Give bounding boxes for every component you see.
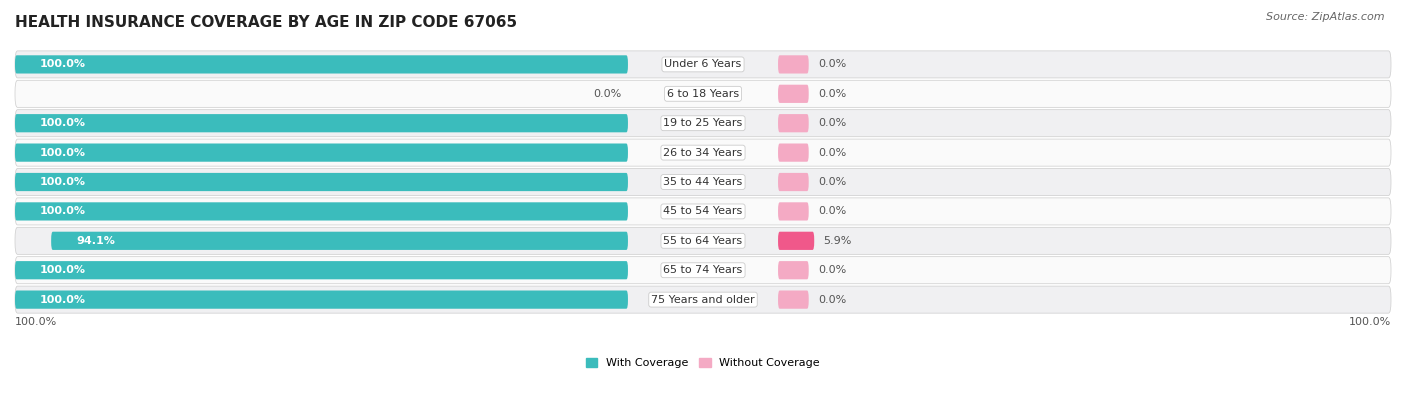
FancyBboxPatch shape bbox=[15, 168, 1391, 195]
FancyBboxPatch shape bbox=[15, 144, 628, 162]
FancyBboxPatch shape bbox=[778, 202, 808, 220]
Text: HEALTH INSURANCE COVERAGE BY AGE IN ZIP CODE 67065: HEALTH INSURANCE COVERAGE BY AGE IN ZIP … bbox=[15, 15, 517, 30]
Text: 100.0%: 100.0% bbox=[39, 148, 86, 158]
FancyBboxPatch shape bbox=[778, 85, 808, 103]
Text: 19 to 25 Years: 19 to 25 Years bbox=[664, 118, 742, 128]
FancyBboxPatch shape bbox=[15, 51, 1391, 78]
FancyBboxPatch shape bbox=[15, 227, 1391, 254]
Text: 0.0%: 0.0% bbox=[818, 206, 846, 216]
Legend: With Coverage, Without Coverage: With Coverage, Without Coverage bbox=[586, 358, 820, 369]
FancyBboxPatch shape bbox=[778, 232, 814, 250]
FancyBboxPatch shape bbox=[15, 198, 1391, 225]
FancyBboxPatch shape bbox=[51, 232, 628, 250]
FancyBboxPatch shape bbox=[778, 261, 808, 279]
Text: 100.0%: 100.0% bbox=[39, 206, 86, 216]
Text: 100.0%: 100.0% bbox=[39, 118, 86, 128]
Text: 100.0%: 100.0% bbox=[39, 265, 86, 275]
FancyBboxPatch shape bbox=[15, 290, 628, 309]
FancyBboxPatch shape bbox=[15, 261, 628, 279]
Text: 94.1%: 94.1% bbox=[76, 236, 115, 246]
FancyBboxPatch shape bbox=[778, 144, 808, 162]
FancyBboxPatch shape bbox=[778, 173, 808, 191]
Text: 100.0%: 100.0% bbox=[15, 317, 58, 327]
Text: 45 to 54 Years: 45 to 54 Years bbox=[664, 206, 742, 216]
FancyBboxPatch shape bbox=[15, 80, 1391, 107]
Text: 75 Years and older: 75 Years and older bbox=[651, 295, 755, 305]
FancyBboxPatch shape bbox=[15, 55, 628, 73]
Text: Under 6 Years: Under 6 Years bbox=[665, 59, 741, 69]
Text: 100.0%: 100.0% bbox=[39, 59, 86, 69]
Text: 55 to 64 Years: 55 to 64 Years bbox=[664, 236, 742, 246]
Text: 0.0%: 0.0% bbox=[818, 265, 846, 275]
Text: 0.0%: 0.0% bbox=[818, 295, 846, 305]
Text: 65 to 74 Years: 65 to 74 Years bbox=[664, 265, 742, 275]
FancyBboxPatch shape bbox=[15, 139, 1391, 166]
FancyBboxPatch shape bbox=[15, 257, 1391, 284]
Text: 5.9%: 5.9% bbox=[824, 236, 852, 246]
Text: 0.0%: 0.0% bbox=[818, 118, 846, 128]
Text: 100.0%: 100.0% bbox=[39, 295, 86, 305]
FancyBboxPatch shape bbox=[15, 286, 1391, 313]
Text: 100.0%: 100.0% bbox=[1348, 317, 1391, 327]
Text: 26 to 34 Years: 26 to 34 Years bbox=[664, 148, 742, 158]
FancyBboxPatch shape bbox=[778, 114, 808, 132]
FancyBboxPatch shape bbox=[15, 110, 1391, 137]
Text: 0.0%: 0.0% bbox=[593, 89, 621, 99]
FancyBboxPatch shape bbox=[15, 202, 628, 220]
Text: 0.0%: 0.0% bbox=[818, 89, 846, 99]
Text: 35 to 44 Years: 35 to 44 Years bbox=[664, 177, 742, 187]
FancyBboxPatch shape bbox=[778, 290, 808, 309]
Text: 6 to 18 Years: 6 to 18 Years bbox=[666, 89, 740, 99]
Text: 0.0%: 0.0% bbox=[818, 148, 846, 158]
Text: 100.0%: 100.0% bbox=[39, 177, 86, 187]
FancyBboxPatch shape bbox=[778, 55, 808, 73]
Text: Source: ZipAtlas.com: Source: ZipAtlas.com bbox=[1267, 12, 1385, 22]
FancyBboxPatch shape bbox=[15, 173, 628, 191]
Text: 0.0%: 0.0% bbox=[818, 59, 846, 69]
Text: 0.0%: 0.0% bbox=[818, 177, 846, 187]
FancyBboxPatch shape bbox=[15, 114, 628, 132]
